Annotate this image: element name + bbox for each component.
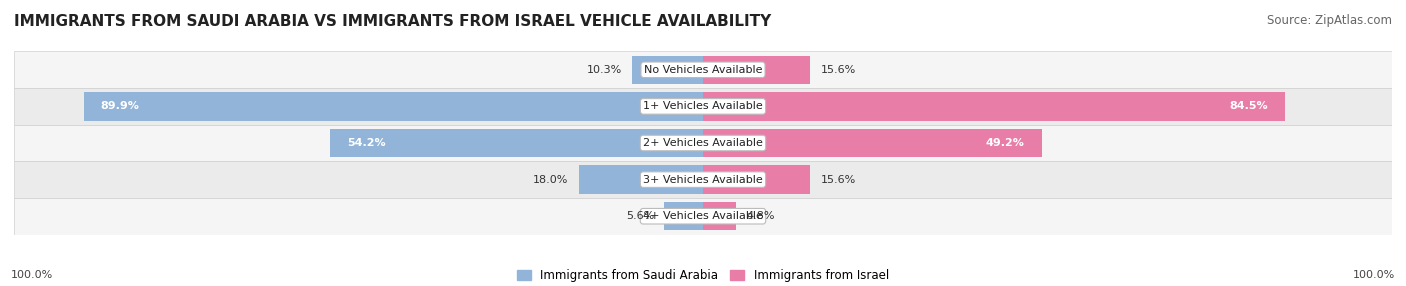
Bar — [633, 55, 703, 84]
Text: 100.0%: 100.0% — [1353, 270, 1395, 280]
Text: 84.5%: 84.5% — [1229, 102, 1268, 111]
Bar — [579, 165, 703, 194]
Bar — [703, 165, 810, 194]
Text: 2+ Vehicles Available: 2+ Vehicles Available — [643, 138, 763, 148]
Text: 4+ Vehicles Available: 4+ Vehicles Available — [643, 211, 763, 221]
Bar — [703, 129, 1042, 157]
Bar — [703, 55, 810, 84]
Bar — [14, 51, 1392, 88]
Text: 18.0%: 18.0% — [533, 175, 568, 184]
Bar — [14, 161, 1392, 198]
Bar — [703, 92, 1285, 121]
Text: 15.6%: 15.6% — [821, 175, 856, 184]
Text: 49.2%: 49.2% — [986, 138, 1025, 148]
Bar — [703, 202, 737, 231]
Text: 54.2%: 54.2% — [347, 138, 385, 148]
Text: No Vehicles Available: No Vehicles Available — [644, 65, 762, 75]
Bar — [14, 88, 1392, 125]
Text: 5.6%: 5.6% — [626, 211, 654, 221]
Legend: Immigrants from Saudi Arabia, Immigrants from Israel: Immigrants from Saudi Arabia, Immigrants… — [512, 265, 894, 286]
Bar — [83, 92, 703, 121]
Text: 1+ Vehicles Available: 1+ Vehicles Available — [643, 102, 763, 111]
Bar — [329, 129, 703, 157]
Text: 3+ Vehicles Available: 3+ Vehicles Available — [643, 175, 763, 184]
Text: 10.3%: 10.3% — [586, 65, 621, 75]
Text: 4.8%: 4.8% — [747, 211, 775, 221]
Bar — [665, 202, 703, 231]
Bar — [14, 125, 1392, 161]
Text: Source: ZipAtlas.com: Source: ZipAtlas.com — [1267, 14, 1392, 27]
Text: IMMIGRANTS FROM SAUDI ARABIA VS IMMIGRANTS FROM ISRAEL VEHICLE AVAILABILITY: IMMIGRANTS FROM SAUDI ARABIA VS IMMIGRAN… — [14, 14, 772, 29]
Bar — [14, 198, 1392, 235]
Text: 15.6%: 15.6% — [821, 65, 856, 75]
Text: 89.9%: 89.9% — [101, 102, 139, 111]
Text: 100.0%: 100.0% — [11, 270, 53, 280]
